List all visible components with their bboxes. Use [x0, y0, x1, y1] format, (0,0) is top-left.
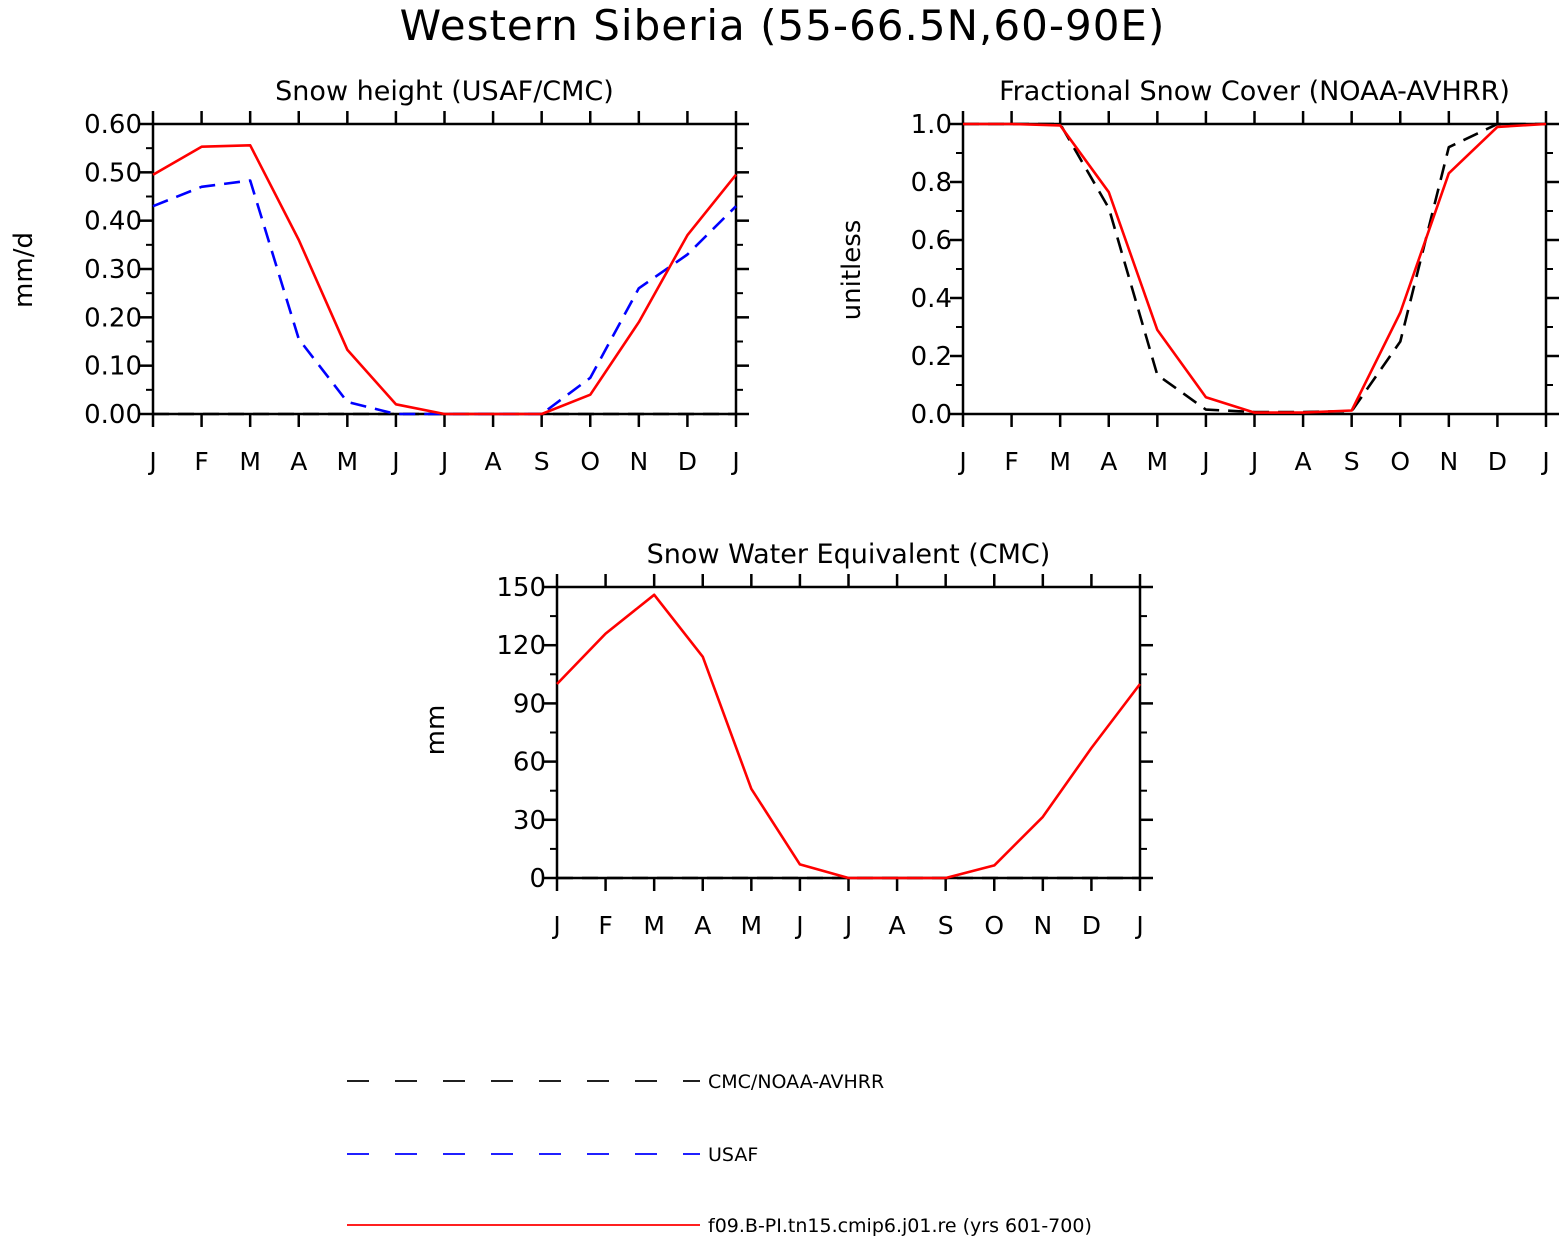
x-tick-label: F — [194, 447, 208, 476]
y-tick-label: 0.00 — [84, 400, 142, 430]
y-tick-label: 60 — [513, 748, 546, 778]
x-tick-label: N — [1033, 911, 1052, 940]
y-tick-label: 0 — [529, 864, 546, 894]
fractional-snow-cover-chart: Fractional Snow Cover (NOAA-AVHRR) unitle… — [837, 76, 1559, 476]
legend-label: USAF — [708, 1144, 758, 1166]
x-tick-label: J — [147, 447, 156, 476]
y-tick-label: 0.60 — [84, 110, 142, 140]
y-axis-label: mm/d — [9, 232, 39, 308]
x-tick-label: S — [534, 447, 550, 476]
x-tick-label: F — [1004, 447, 1018, 476]
y-tick-label: 0.8 — [911, 168, 952, 198]
x-tick-label: J — [1540, 447, 1549, 476]
y-tick-label: 30 — [513, 806, 546, 836]
page-title: Western Siberia (55-66.5N,60-90E) — [399, 1, 1166, 50]
legend-label: f09.B-PI.tn15.cmip6.j01.re (yrs 601-700) — [708, 1215, 1092, 1237]
x-tick-label: N — [1439, 447, 1458, 476]
plot-frame — [961, 122, 1548, 416]
x-tick-label: A — [694, 911, 711, 940]
series-line-cmc-noaa-avhrr — [963, 122, 1546, 414]
x-tick-label: J — [957, 447, 966, 476]
legend-label: CMC/NOAA-AVHRR — [708, 1071, 884, 1093]
series-line-f09-b-pi-tn15-cmip6-j01-re-yrs-601-700 — [152, 144, 738, 416]
x-tick-label: J — [730, 447, 739, 476]
y-tick-label: 0.50 — [84, 158, 142, 188]
x-tick-label: M — [239, 447, 261, 476]
x-tick-label: O — [580, 447, 600, 476]
x-tick-label: A — [290, 447, 307, 476]
y-axis-label: unitless — [837, 220, 867, 321]
y-tick-label: 0.20 — [84, 303, 142, 333]
y-tick-label: 0.6 — [911, 226, 952, 256]
x-tick-label: N — [629, 447, 648, 476]
x-tick-label: J — [843, 911, 852, 940]
x-tick-label: M — [1147, 447, 1169, 476]
plot-frame — [555, 585, 1142, 880]
y-tick-label: 0.4 — [911, 284, 952, 314]
x-tick-label: M — [337, 447, 359, 476]
series-line-f09-b-pi-tn15-cmip6-j01-re-yrs-601-700 — [556, 593, 1142, 880]
x-tick-label: F — [598, 911, 612, 940]
y-tick-label: 120 — [496, 631, 546, 661]
legend: CMC/NOAA-AVHRR USAF f09.B-PI.tn15.cmip6.j0… — [347, 1071, 1092, 1237]
x-tick-label: M — [643, 911, 665, 940]
x-tick-label: A — [889, 911, 906, 940]
x-tick-label: J — [439, 447, 448, 476]
x-tick-label: A — [1100, 447, 1117, 476]
y-tick-label: 0.10 — [84, 352, 142, 382]
y-tick-label: 0.40 — [84, 207, 142, 237]
x-tick-label: A — [1295, 447, 1312, 476]
plot-frame — [151, 122, 738, 416]
x-tick-label: D — [678, 447, 697, 476]
x-tick-label: J — [1249, 447, 1258, 476]
y-tick-label: 90 — [513, 689, 546, 719]
snow-water-equivalent-chart: Snow Water Equivalent (CMC)mmJ F M A M J J A S O N… — [421, 539, 1153, 940]
x-tick-label: J — [390, 447, 399, 476]
y-tick-label: 0.2 — [911, 342, 952, 372]
x-tick-label: S — [1344, 447, 1360, 476]
chart-title: Snow Water Equivalent (CMC) — [647, 539, 1051, 570]
series-line-f09-b-pi-tn15-cmip6-j01-re-yrs-601-700 — [963, 122, 1547, 414]
x-tick-label: D — [1082, 911, 1101, 940]
y-tick-label: 150 — [496, 573, 546, 603]
y-tick-label: 0.0 — [911, 400, 952, 430]
y-axis-label: mm — [421, 705, 451, 756]
x-tick-label: J — [794, 911, 803, 940]
x-tick-label: J — [551, 911, 560, 940]
chart-title: Snow height (USAF/CMC) — [275, 76, 614, 107]
x-tick-label: D — [1488, 447, 1507, 476]
snow-height-chart: Snow height (USAF/CMC)mm/dJ F M A M J J A S O N D J0… — [9, 76, 749, 476]
x-tick-label: J — [1200, 447, 1209, 476]
y-tick-label: 0.30 — [84, 255, 142, 285]
x-tick-label: A — [485, 447, 502, 476]
x-tick-label: O — [1390, 447, 1410, 476]
x-tick-label: S — [938, 911, 954, 940]
y-tick-label: 1.0 — [911, 110, 952, 140]
chart-title: Fractional Snow Cover (NOAA-AVHRR) — [999, 76, 1510, 107]
x-tick-label: O — [984, 911, 1004, 940]
x-tick-label: M — [1049, 447, 1071, 476]
x-tick-label: M — [741, 911, 763, 940]
x-tick-label: J — [1134, 911, 1143, 940]
series-line-usaf — [152, 179, 737, 416]
